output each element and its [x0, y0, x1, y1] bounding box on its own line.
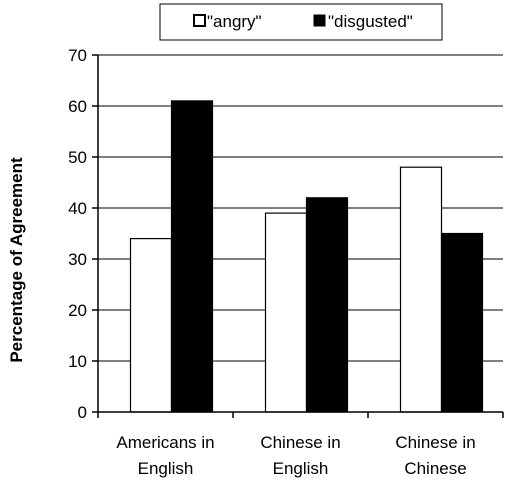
x-category-label: English: [273, 459, 329, 478]
legend-label-angry: "angry": [207, 12, 262, 31]
x-category-labels: Americans in English Chinese in English Chin…: [116, 433, 475, 478]
legend: "angry" "disgusted": [159, 3, 443, 41]
y-tick-labels: 0 10 20 30 40 50 60 70: [68, 46, 87, 422]
x-category-label: Chinese in: [395, 433, 475, 452]
y-tick-label: 60: [68, 97, 87, 116]
bar-angry-1: [264, 212, 308, 413]
y-tick-label: 20: [68, 301, 87, 320]
x-category-label: Chinese: [404, 459, 466, 478]
y-axis-title: Percentage of Agreement: [7, 157, 26, 363]
y-tick-label: 0: [78, 403, 87, 422]
y-tick-label: 40: [68, 199, 87, 218]
y-axis-title-group: Percentage of Agreement: [7, 157, 26, 363]
bar-angry-0: [129, 238, 173, 413]
y-tick-label: 50: [68, 148, 87, 167]
x-category-label: Americans in: [116, 433, 214, 452]
bar-disgusted-2: [440, 232, 484, 413]
bars: [129, 100, 484, 413]
bar-disgusted-0: [170, 100, 214, 413]
x-category-label: Chinese in: [260, 433, 340, 452]
bar-disgusted-1: [305, 197, 349, 413]
y-tick-label: 30: [68, 250, 87, 269]
legend-box: [159, 3, 443, 41]
legend-label-disgusted: "disgusted": [328, 12, 413, 31]
y-tick-label: 70: [68, 46, 87, 65]
legend-swatch-disgusted: [313, 14, 326, 27]
x-category-label: English: [138, 459, 194, 478]
legend-swatch-angry: [193, 14, 206, 27]
y-tick-label: 10: [68, 352, 87, 371]
axes: [92, 54, 504, 418]
bar-angry-2: [399, 166, 443, 413]
